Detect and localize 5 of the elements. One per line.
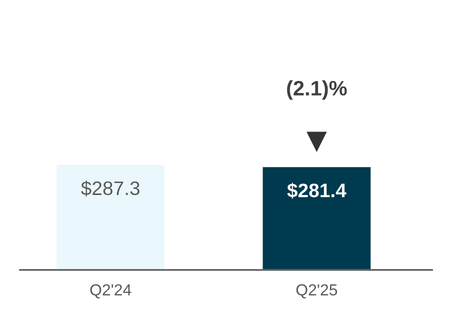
x-tick-label: Q2'24 [90,284,132,298]
data-label: $281.4 [287,182,346,199]
text: (2.1)% [287,80,347,100]
data-label: $287.3 [81,180,140,196]
x-tick-label: Q2'25 [296,284,338,298]
